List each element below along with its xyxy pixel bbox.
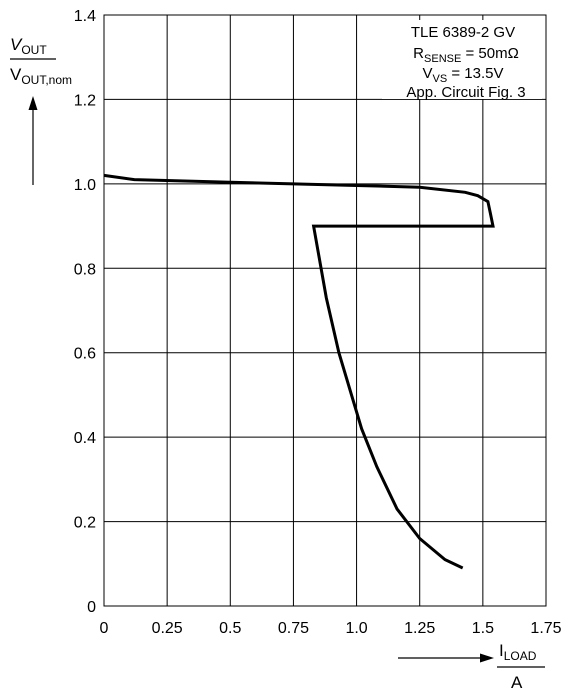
x-tick-label: 1.25 [404, 620, 435, 637]
y-tick-label: 0.6 [74, 346, 96, 363]
annotation-line-1: TLE 6389-2 GV [411, 24, 515, 41]
y-tick-label: 1.0 [74, 177, 96, 194]
x-axis-arrow-head [480, 653, 494, 663]
y-label-denom-sub: OUT,nom [21, 73, 72, 87]
y-tick-label: 1.2 [74, 92, 96, 109]
y-tick-labels: 0 0.2 0.4 0.6 0.8 1.0 1.2 1.4 [74, 8, 96, 616]
vertical-gridlines [166, 15, 484, 606]
x-tick-label: 0.75 [278, 620, 309, 637]
annotation-line-4: App. Circuit Fig. 3 [406, 84, 525, 101]
x-tick-label: 0 [100, 620, 109, 637]
x-label-denominator: A [511, 673, 523, 692]
x-label-sub: LOAD [504, 649, 537, 663]
annotation-vvs-value: = 13.5V [447, 65, 503, 82]
x-tick-label: 1.75 [530, 620, 561, 637]
x-label-main: I [499, 641, 504, 660]
annotation-line-3: VVS = 13.5V [423, 65, 504, 85]
y-tick-label: 1.4 [74, 8, 96, 25]
plot-frame [103, 14, 547, 607]
series-line [103, 173, 495, 570]
annotation-rsense-main: R [413, 45, 424, 62]
x-label-numerator: ILOAD [499, 641, 537, 663]
x-tick-label: 1.5 [472, 620, 494, 637]
annotation-line-2: RSENSE = 50mΩ [413, 45, 519, 65]
x-tick-label: 1.0 [345, 620, 367, 637]
y-tick-label: 0.8 [74, 261, 96, 278]
annotation-background [382, 20, 542, 99]
y-label-denominator: VOUT,nom [10, 65, 72, 87]
y-axis-arrow-head [28, 96, 38, 110]
x-tick-labels: 0 0.25 0.5 0.75 1.0 1.25 1.5 1.75 [100, 620, 562, 637]
y-label-main: V [10, 35, 23, 54]
x-axis-label: ILOAD A [398, 641, 545, 692]
y-label-numerator: VOUT [10, 35, 47, 57]
y-tick-label: 0 [87, 599, 96, 616]
annotation-vvs-sub: VS [433, 73, 448, 85]
y-label-main-sub: OUT [21, 43, 47, 57]
y-tick-label: 0.4 [74, 430, 96, 447]
annotation-vvs-main: V [423, 65, 433, 82]
annotation-rsense-sub: SENSE [424, 53, 461, 65]
y-label-denom-main: V [10, 65, 22, 84]
y-tick-label: 0.2 [74, 515, 96, 532]
x-tick-label: 0.5 [219, 620, 241, 637]
y-axis-label: VOUT VOUT,nom [10, 35, 72, 185]
annotation-rsense-value: = 50mΩ [461, 45, 519, 62]
horizontal-gridlines [104, 98, 546, 523]
x-tick-label: 0.25 [152, 620, 183, 637]
